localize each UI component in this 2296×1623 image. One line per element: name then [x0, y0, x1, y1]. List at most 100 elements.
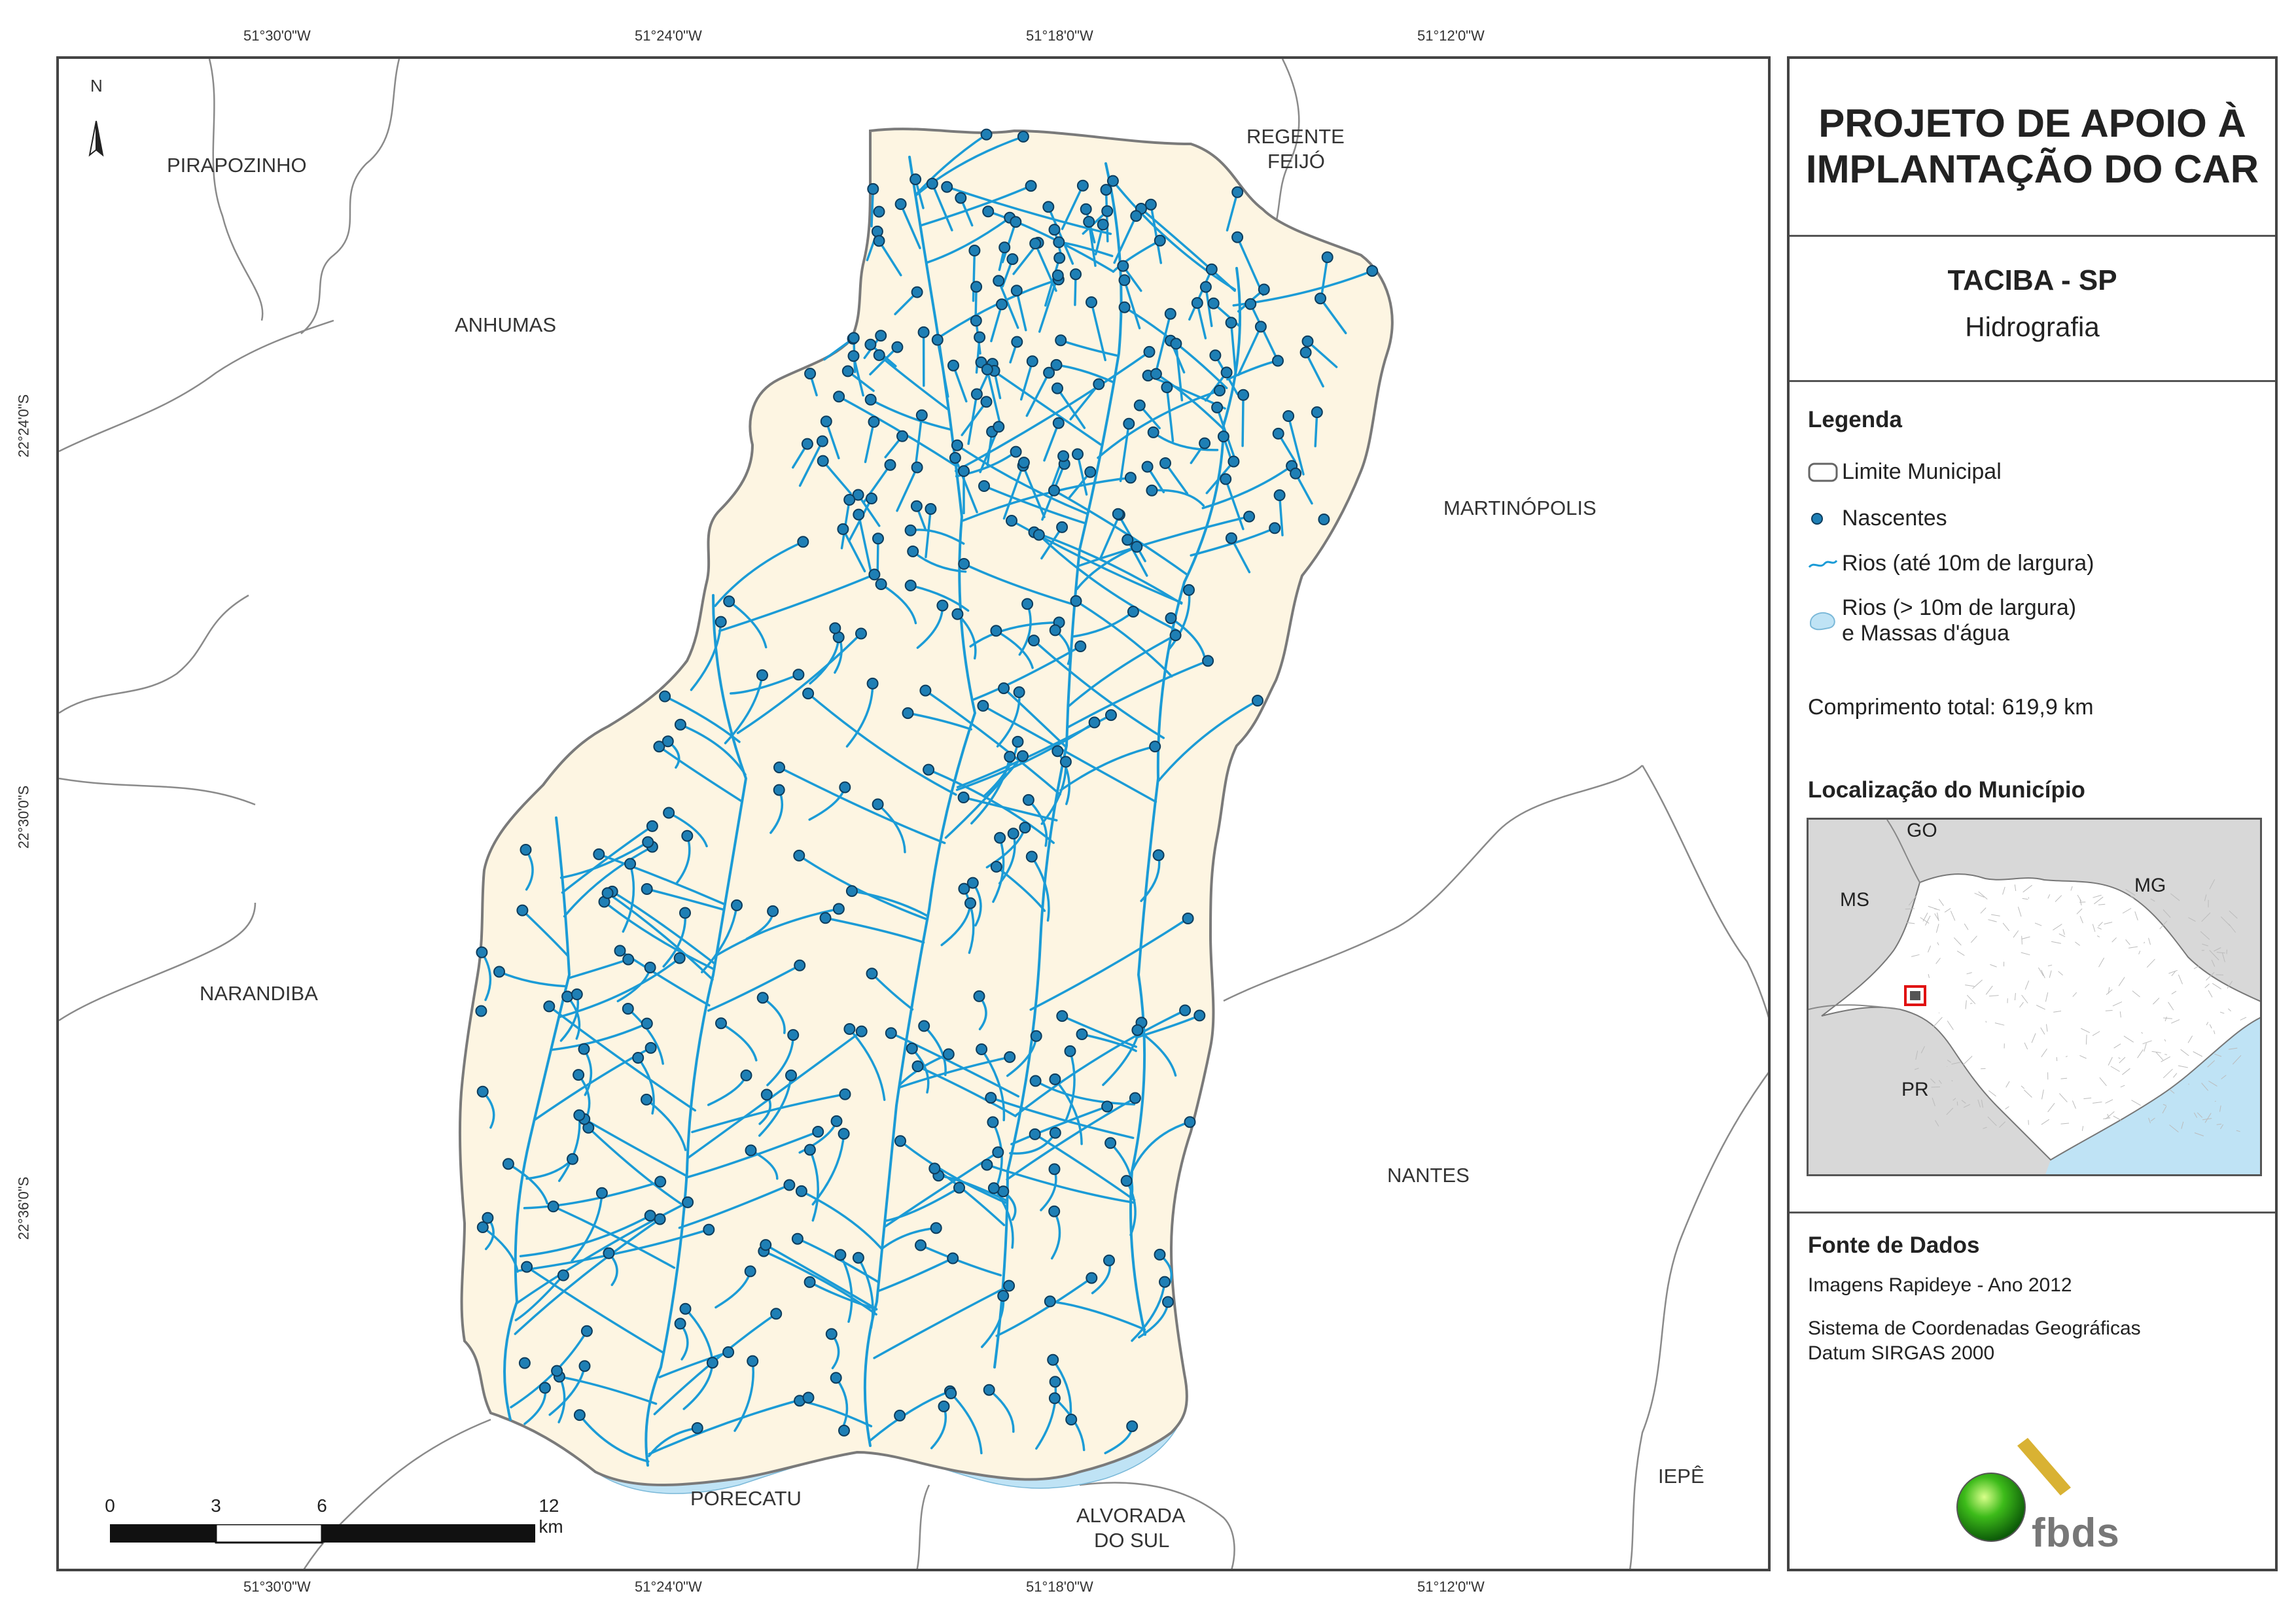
inset-municipal-line: [2214, 947, 2221, 952]
spring-point: [1029, 237, 1042, 250]
inset-municipal-line: [2216, 1123, 2222, 1125]
river-segment: [1201, 464, 1293, 510]
spring-point: [911, 1060, 924, 1072]
river-segment: [1038, 274, 1059, 333]
title-section: PROJETO DE APOIO À IMPLANTAÇÃO DO CAR: [1790, 59, 2275, 237]
spring-point: [756, 992, 769, 1004]
river-segment: [1031, 855, 1050, 922]
inset-municipal-line: [2220, 916, 2231, 926]
inset-municipal-line: [1933, 1017, 1943, 1028]
spring-point: [1059, 756, 1072, 768]
map-canvas[interactable]: [59, 59, 1771, 1571]
river-segment: [919, 184, 1033, 227]
spring-point: [1245, 298, 1257, 310]
spring-point: [981, 363, 993, 375]
spring-point: [783, 1179, 796, 1191]
inset-municipal-line: [2208, 990, 2213, 998]
inset-municipal-line: [2108, 1056, 2113, 1066]
spring-point: [801, 438, 813, 450]
river-segment: [1053, 1397, 1086, 1452]
spring-point: [949, 451, 961, 464]
spring-point: [985, 1092, 997, 1104]
spring-point: [1165, 612, 1177, 624]
river-segment: [995, 1276, 1093, 1337]
water-body-symbol: [1808, 607, 1842, 633]
inset-municipal-line: [2150, 1117, 2155, 1122]
river-segment: [1087, 220, 1097, 267]
inset-municipal-line: [2021, 952, 2030, 956]
spring-point: [1133, 399, 1146, 411]
inset-municipal-line: [2240, 1017, 2247, 1021]
spring-point: [1318, 514, 1330, 525]
inset-municipal-line: [2125, 939, 2130, 945]
river-segment: [1006, 1096, 1137, 1181]
municipal-boundary-symbol: [1808, 459, 1842, 485]
spring-point: [703, 1223, 715, 1236]
river-segment: [931, 182, 953, 232]
spring-point: [679, 1302, 692, 1315]
spring-point: [663, 807, 675, 819]
river-segment: [728, 600, 768, 649]
spring-point: [802, 688, 815, 700]
location-section-divider: [1790, 1212, 2275, 1213]
spring-point: [825, 1328, 838, 1340]
spring-point: [853, 508, 865, 521]
spring-point: [838, 1128, 850, 1140]
scale-label-0: 0: [105, 1495, 115, 1516]
spring-point: [1097, 218, 1109, 231]
inset-municipal-line: [2060, 1077, 2068, 1079]
river-segment: [1156, 699, 1259, 783]
map-theme: Hidrografia: [1965, 311, 2100, 342]
river-segment: [899, 203, 921, 249]
spring-point: [872, 532, 884, 545]
inset-municipal-line: [1974, 892, 1985, 898]
spring-point: [993, 421, 1005, 433]
river-segment: [864, 421, 875, 463]
spring-point: [919, 684, 932, 697]
spring-point: [756, 669, 768, 682]
spring-point: [1048, 1392, 1061, 1405]
spring-point: [867, 183, 879, 195]
river-segment: [839, 1253, 853, 1323]
spring-point: [1048, 484, 1060, 497]
river-segment: [955, 721, 1096, 792]
spring-point: [476, 946, 488, 958]
river-segment: [1131, 1280, 1166, 1342]
inset-label-ms: MS: [1840, 889, 1869, 911]
river-segment: [1010, 1105, 1108, 1145]
spring-point: [1118, 301, 1131, 313]
river-segment: [1033, 1133, 1136, 1202]
spring-point: [910, 173, 922, 186]
river-segment: [1230, 536, 1251, 574]
river-segment: [995, 629, 1034, 669]
inset-municipal-line: [1947, 1059, 1951, 1063]
label-regente-feijo-1: REGENTE: [1246, 125, 1345, 148]
location-inset-map[interactable]: GO MS MG PR: [1807, 818, 2262, 1176]
spring-point: [573, 1069, 585, 1081]
spring-point: [518, 1357, 531, 1369]
spring-point: [981, 1159, 993, 1171]
spring-point: [1056, 521, 1069, 533]
spring-point: [819, 912, 832, 924]
spring-point: [830, 1115, 843, 1127]
spring-point: [624, 858, 637, 870]
river-segment: [838, 395, 957, 466]
inset-municipal-line: [2092, 924, 2096, 932]
spring-point: [1053, 236, 1065, 249]
spring-point: [931, 334, 944, 346]
map-frame[interactable]: N PIRAPOZINHO REGENTE FEIJÓ ANHUMAS MART…: [56, 56, 1771, 1571]
fbds-logo-icon: [1956, 1438, 2071, 1542]
spring-point: [1272, 355, 1284, 367]
spring-point: [1150, 368, 1162, 380]
spring-point: [1117, 260, 1129, 272]
spring-point: [516, 904, 529, 916]
inset-municipal-line: [2085, 1034, 2087, 1045]
spring-point: [852, 1251, 864, 1264]
river-segment: [691, 1092, 847, 1134]
spring-point: [1225, 532, 1237, 544]
spring-point: [493, 966, 505, 978]
inset-municipal-line: [1935, 1120, 1939, 1126]
river-segment: [869, 1390, 951, 1442]
river-segment: [1002, 687, 1068, 749]
spring-point: [970, 281, 983, 293]
